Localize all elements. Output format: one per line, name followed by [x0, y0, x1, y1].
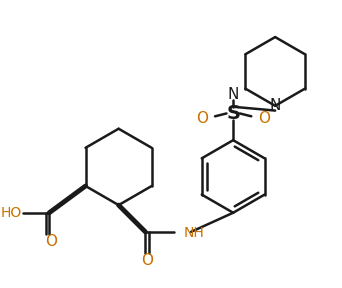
Text: S: S [226, 104, 240, 123]
Text: O: O [141, 253, 153, 268]
Text: O: O [197, 111, 209, 126]
Text: N: N [269, 98, 281, 113]
Text: HO: HO [0, 206, 22, 220]
Text: O: O [45, 234, 57, 249]
Text: N: N [227, 87, 239, 102]
Text: O: O [258, 111, 270, 126]
Text: NH: NH [184, 226, 204, 240]
